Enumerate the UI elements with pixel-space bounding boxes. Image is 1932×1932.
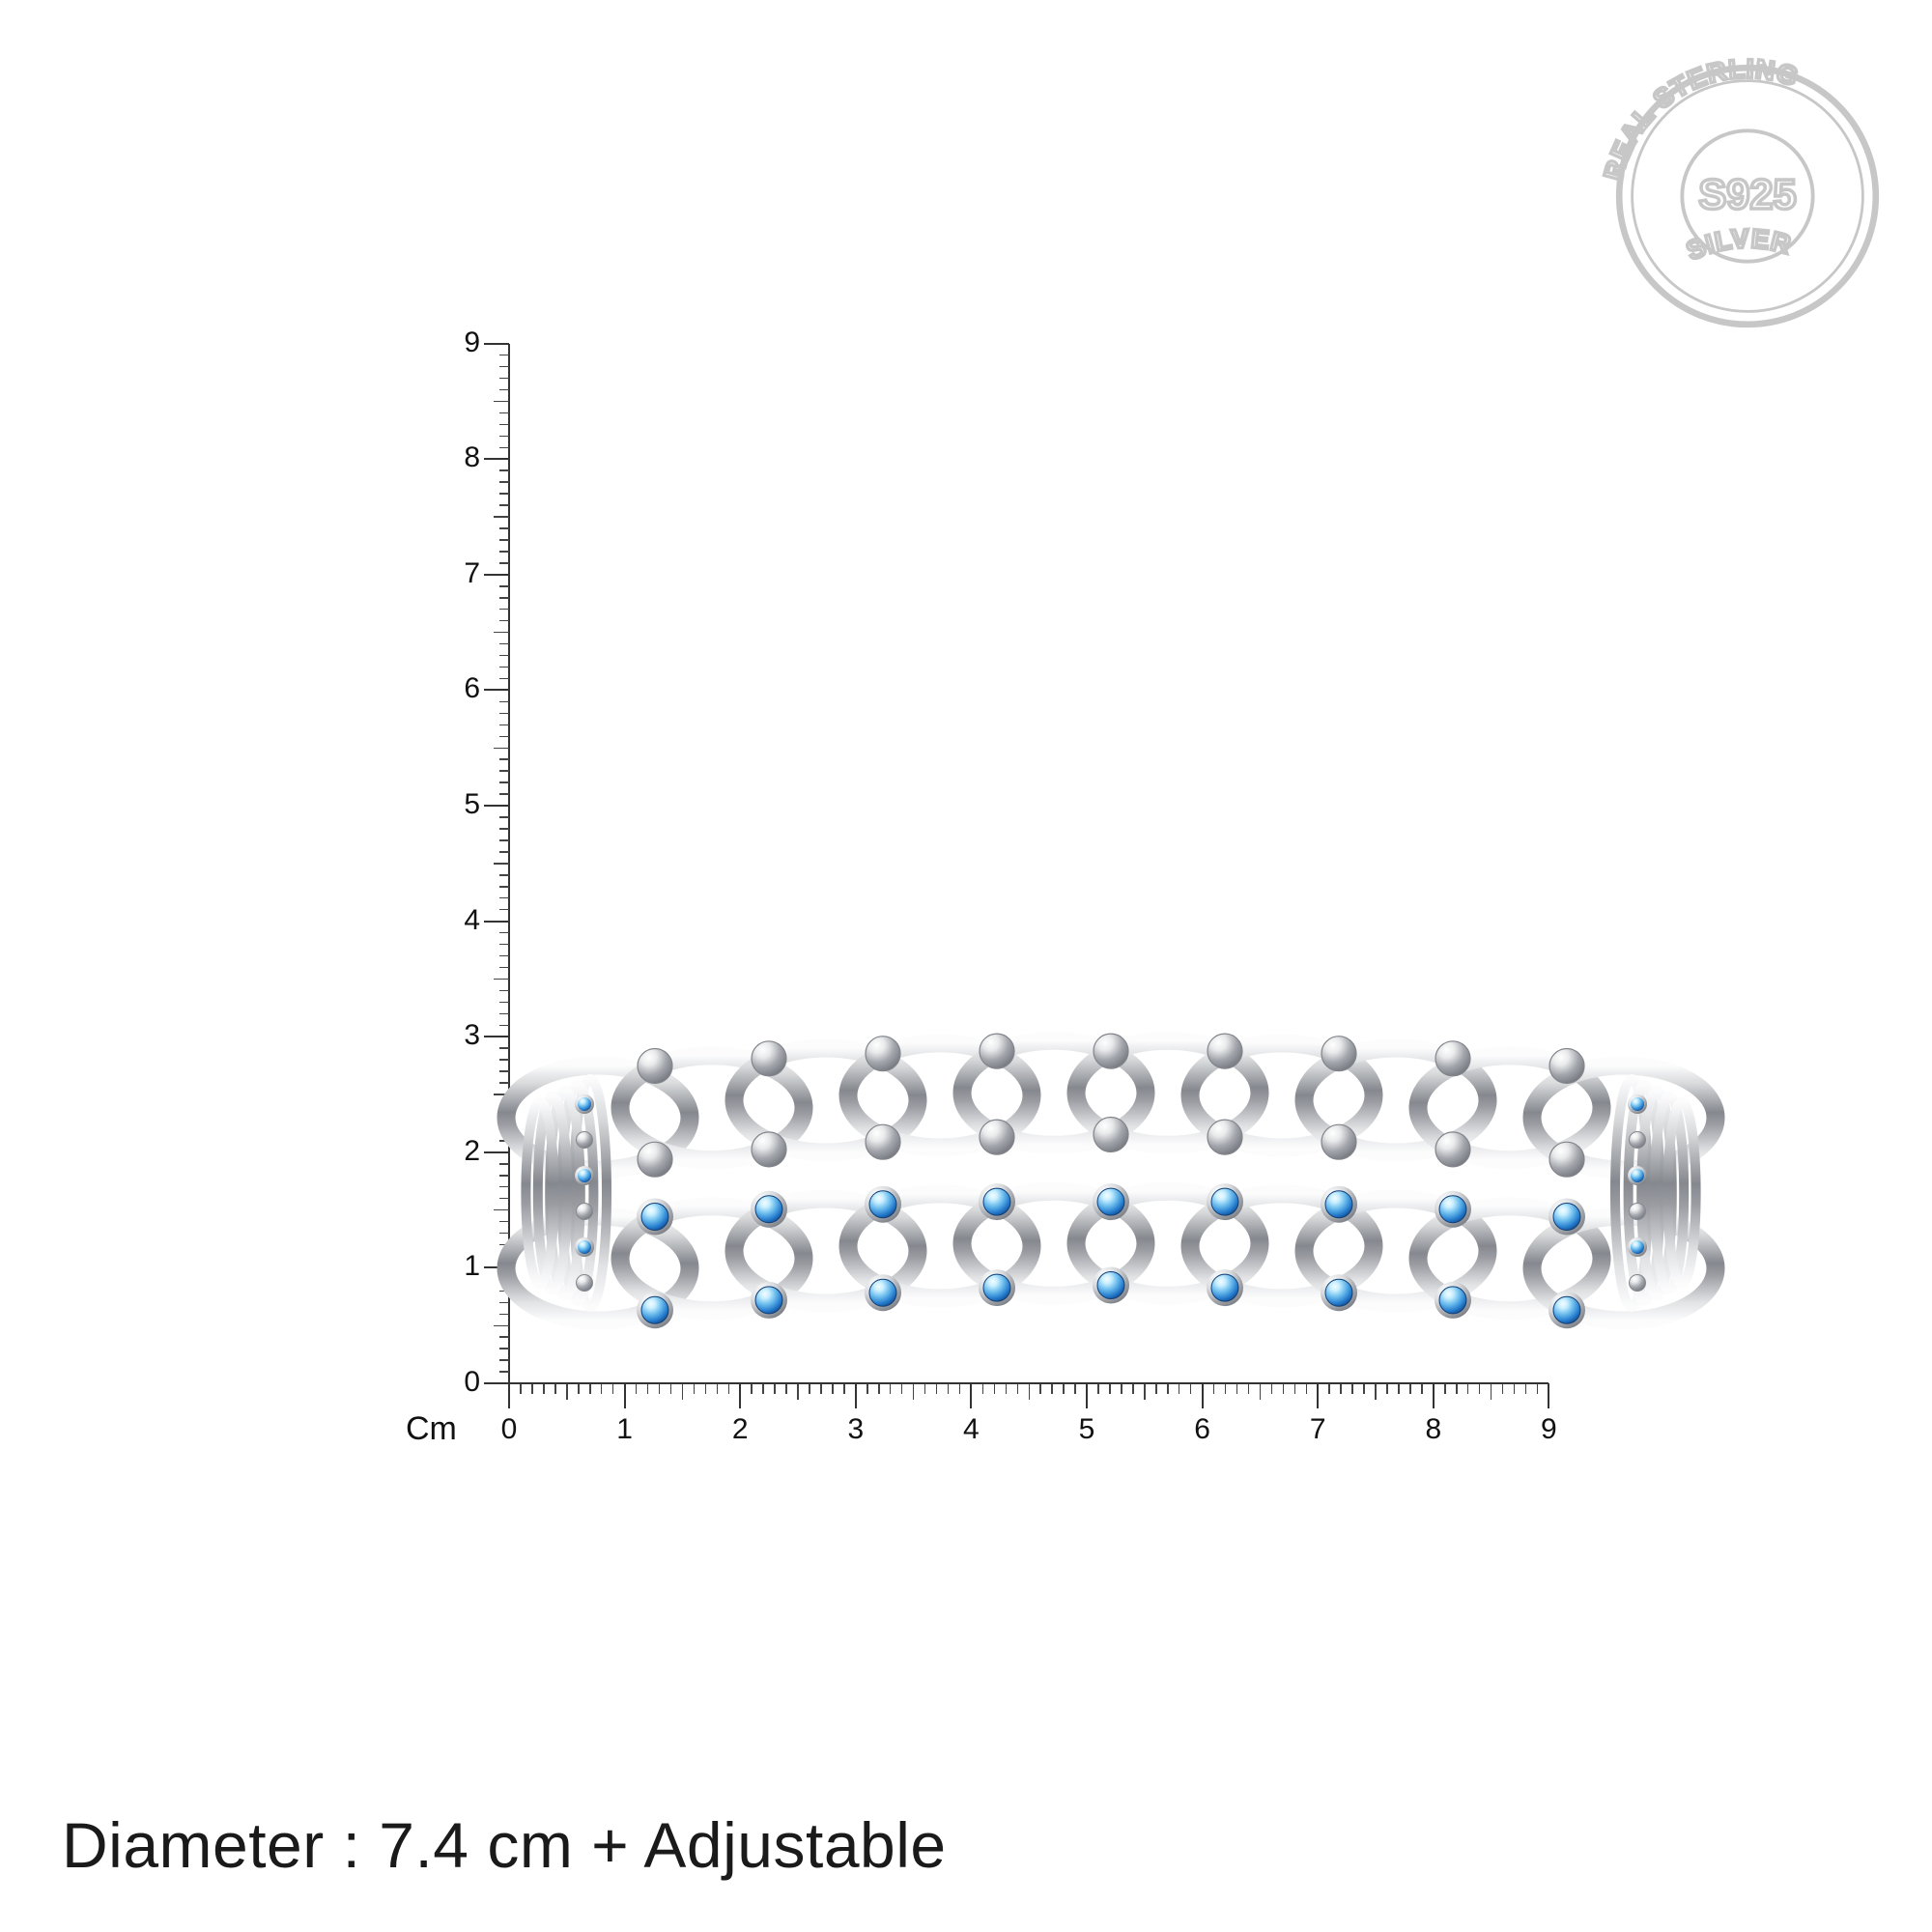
svg-text:S925: S925 — [1698, 172, 1796, 218]
svg-text:REAL STERLING: REAL STERLING — [1598, 53, 1803, 184]
